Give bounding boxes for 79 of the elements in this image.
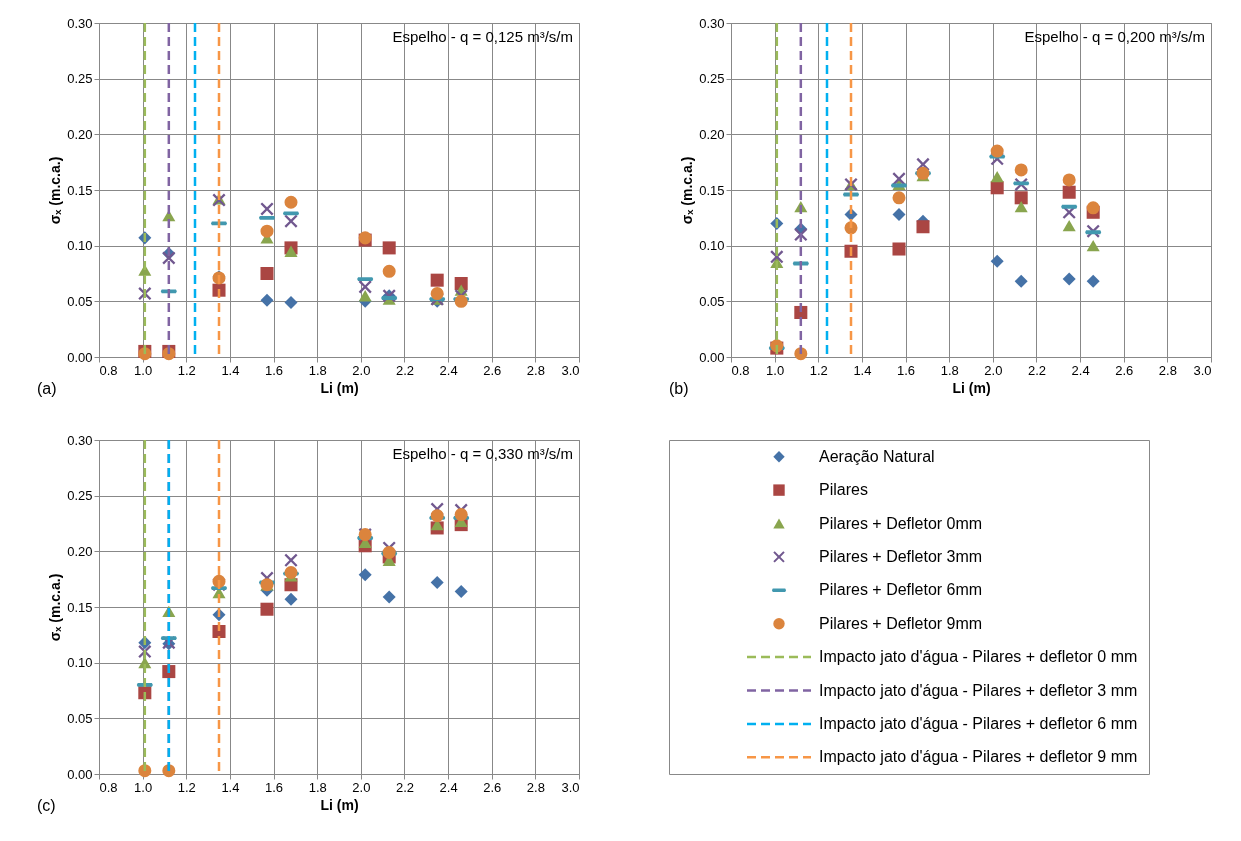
x-tick-label: 2.8 xyxy=(526,362,545,378)
legend-label: Impacto jato d'água - Pilares + defletor 0 mm xyxy=(819,648,1138,666)
x-tick-label: 3.0 xyxy=(561,362,580,378)
x-tick-label: 2.6 xyxy=(483,779,502,795)
x-tick-label: 1.2 xyxy=(177,362,196,378)
text: (a) xyxy=(37,380,57,397)
x-tick-label: 2.2 xyxy=(395,362,414,378)
legend-label: Pilares + Defletor 9mm xyxy=(819,614,983,632)
y-tick-label: 0.10 xyxy=(67,655,93,671)
x-tick-label: 2.4 xyxy=(439,362,458,378)
y-tick-label: 0.30 xyxy=(699,15,725,31)
y-axis-title: σₓ (m.c.a.) xyxy=(679,156,696,225)
x-tick-label: 2.2 xyxy=(395,779,414,795)
legend-label: Impacto jato d'água - Pilares + defletor 3 mm xyxy=(819,681,1138,699)
legend-label: Impacto jato d'água - Pilares + defletor 6 mm xyxy=(819,714,1138,732)
x-axis-title: Li (m) xyxy=(952,379,991,396)
legend-label: Impacto jato d'água - Pilares + defletor 9 mm xyxy=(819,748,1138,766)
y-tick-label: 0.20 xyxy=(67,126,93,142)
y-tick-label: 0.25 xyxy=(67,71,93,87)
x-tick-label: 1.0 xyxy=(134,779,153,795)
x-tick-label: 2.8 xyxy=(1158,362,1177,378)
x-tick-label: 1.6 xyxy=(897,362,916,378)
y-axis-title: σₓ (m.c.a.) xyxy=(47,573,64,642)
x-tick-label: 2.2 xyxy=(1027,362,1046,378)
text: (b) xyxy=(669,380,689,397)
x-tick-label: 1.0 xyxy=(134,362,153,378)
y-tick-label: 0.05 xyxy=(67,293,93,309)
y-tick-label: 0.30 xyxy=(67,15,93,31)
x-tick-label: 0.8 xyxy=(99,779,118,795)
x-tick-label: 1.8 xyxy=(308,362,327,378)
x-tick-label: 1.8 xyxy=(940,362,959,378)
y-tick-label: 0.10 xyxy=(67,238,93,254)
x-tick-label: 0.8 xyxy=(731,362,750,378)
x-tick-label: 0.8 xyxy=(99,362,118,378)
annotation: Espelho - q = 0,200 m³/s/m xyxy=(1024,28,1205,45)
y-tick-label: 0.00 xyxy=(67,766,93,782)
x-tick-label: 1.8 xyxy=(308,779,327,795)
y-axis-title: σₓ (m.c.a.) xyxy=(47,156,64,225)
x-tick-label: 1.2 xyxy=(177,779,196,795)
y-tick-label: 0.05 xyxy=(67,710,93,726)
x-tick-label: 2.8 xyxy=(526,779,545,795)
annotation: Espelho - q = 0,330 m³/s/m xyxy=(392,445,573,462)
x-tick-label: 1.6 xyxy=(265,362,284,378)
x-tick-label: 2.6 xyxy=(483,362,502,378)
x-tick-label: 1.2 xyxy=(809,362,828,378)
legend-label: Pilares xyxy=(819,481,868,499)
y-tick-label: 0.20 xyxy=(699,126,725,142)
y-tick-label: 0.20 xyxy=(67,543,93,559)
y-tick-label: 0.15 xyxy=(699,182,725,198)
x-tick-label: 1.4 xyxy=(221,362,240,378)
y-tick-label: 0.00 xyxy=(67,349,93,365)
y-tick-label: 0.25 xyxy=(699,71,725,87)
x-axis-title: Li (m) xyxy=(320,796,359,813)
y-tick-label: 0.15 xyxy=(67,599,93,615)
y-tick-label: 0.15 xyxy=(67,182,93,198)
x-tick-label: 2.4 xyxy=(439,779,458,795)
x-tick-label: 2.0 xyxy=(984,362,1003,378)
x-tick-label: 3.0 xyxy=(1193,362,1212,378)
y-tick-label: 0.05 xyxy=(699,293,725,309)
x-tick-label: 1.4 xyxy=(221,779,240,795)
y-tick-label: 0.30 xyxy=(67,432,93,448)
x-tick-label: 1.0 xyxy=(766,362,785,378)
x-axis-title: Li (m) xyxy=(320,379,359,396)
text: (c) xyxy=(37,797,56,814)
y-tick-label: 0.00 xyxy=(699,349,725,365)
x-tick-label: 2.0 xyxy=(352,362,371,378)
x-tick-label: 1.4 xyxy=(853,362,872,378)
annotation: Espelho - q = 0,125 m³/s/m xyxy=(392,28,573,45)
x-tick-label: 1.6 xyxy=(265,779,284,795)
legend-label: Pilares + Defletor 0mm xyxy=(819,514,983,532)
legend-label: Pilares + Defletor 3mm xyxy=(819,547,983,565)
x-tick-label: 2.4 xyxy=(1071,362,1090,378)
x-tick-label: 2.6 xyxy=(1115,362,1134,378)
x-tick-label: 3.0 xyxy=(561,779,580,795)
x-tick-label: 2.0 xyxy=(352,779,371,795)
y-tick-label: 0.25 xyxy=(67,488,93,504)
y-tick-label: 0.10 xyxy=(699,238,725,254)
legend-label: Aeração Natural xyxy=(819,447,935,465)
legend-label: Pilares + Defletor 6mm xyxy=(819,581,983,599)
